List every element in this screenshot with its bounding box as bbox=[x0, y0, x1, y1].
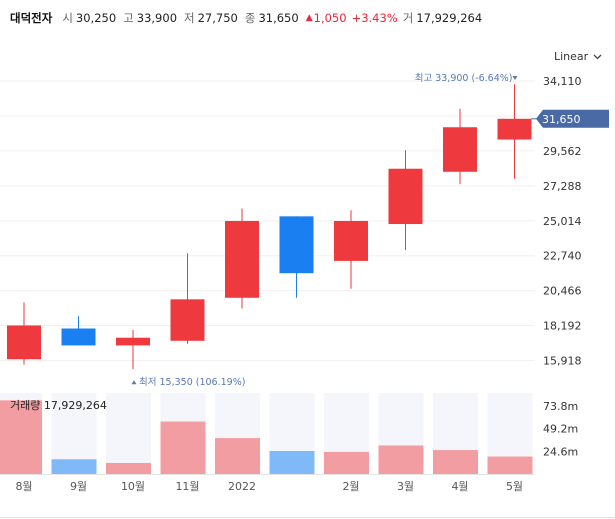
candle bbox=[388, 150, 423, 251]
up-triangle-icon bbox=[131, 380, 137, 385]
volume-bar bbox=[0, 400, 42, 474]
close-label: 종 bbox=[244, 11, 256, 25]
candle-body bbox=[279, 216, 314, 274]
candle bbox=[443, 108, 477, 185]
price-axis: 34,110 29,562 27,288 25,014 22,740 20,466 18,1… bbox=[543, 75, 582, 368]
price-tick-label: 15,918 bbox=[543, 355, 582, 368]
change-percent: +3.43% bbox=[351, 11, 398, 25]
candle bbox=[334, 210, 368, 289]
scale-dropdown[interactable]: Linear bbox=[554, 50, 602, 63]
candle-body bbox=[61, 328, 96, 346]
price-tick-label: 27,288 bbox=[543, 180, 582, 193]
candle bbox=[497, 84, 532, 179]
volume-tick-label: 49.2m bbox=[543, 423, 578, 436]
volume-bar bbox=[106, 462, 151, 474]
volume-title-label: 거래량 bbox=[10, 399, 44, 412]
candle-body bbox=[497, 118, 532, 140]
current-price-label: 31,650 bbox=[542, 113, 581, 126]
time-tick-label: 10월 bbox=[121, 480, 145, 493]
time-tick-label: 5월 bbox=[506, 480, 523, 493]
candle bbox=[61, 316, 96, 346]
low-label: 저 bbox=[184, 11, 195, 25]
time-tick-label: 11월 bbox=[175, 480, 199, 493]
time-tick-label: 9월 bbox=[70, 480, 87, 493]
change-value: 1,050 bbox=[313, 11, 347, 25]
time-tick-label: 8월 bbox=[15, 480, 32, 493]
stock-name: 대덕전자 bbox=[10, 11, 53, 25]
price-tick-label: 34,110 bbox=[543, 75, 582, 88]
current-price-tag bbox=[536, 109, 609, 128]
volume-axis: 73.8m 49.2m 24.6m bbox=[543, 400, 578, 458]
volume-tick-label: 73.8m bbox=[543, 400, 578, 413]
volume-bar bbox=[378, 445, 424, 474]
candle bbox=[225, 208, 259, 309]
time-axis: 8월 9월 10월 11월 2022 2월 3월 4월 5월 bbox=[0, 474, 535, 493]
price-tick-label: 25,014 bbox=[543, 215, 582, 228]
price-tick-label: 29,562 bbox=[543, 145, 582, 158]
open-value: 30,250 bbox=[75, 11, 117, 25]
candle-body bbox=[116, 337, 150, 346]
low-value: 27,750 bbox=[197, 11, 238, 25]
candle-body bbox=[388, 168, 423, 225]
volume-bar bbox=[433, 450, 478, 474]
volume-bar bbox=[324, 451, 369, 474]
high-value: 33,900 bbox=[136, 11, 178, 25]
open-label: 시 bbox=[62, 11, 73, 25]
candle bbox=[7, 302, 41, 365]
volume-bar bbox=[51, 459, 97, 474]
candle bbox=[116, 330, 150, 370]
volume-bar bbox=[160, 421, 206, 474]
candle bbox=[170, 253, 205, 344]
candles bbox=[7, 84, 532, 370]
price-tick-label: 20,466 bbox=[543, 285, 582, 298]
candle-body bbox=[170, 299, 205, 341]
volume-label: 거 bbox=[402, 11, 414, 25]
price-grid bbox=[0, 80, 535, 361]
candle bbox=[279, 216, 314, 298]
up-triangle-icon: ▲ bbox=[305, 13, 313, 23]
down-triangle-icon bbox=[512, 76, 518, 80]
volume-tick-label: 24.6m bbox=[543, 445, 578, 458]
volume-column-bg bbox=[106, 393, 151, 474]
candle-body bbox=[225, 220, 259, 298]
volume-bars bbox=[0, 400, 533, 474]
price-tick-label: 18,192 bbox=[543, 320, 582, 333]
time-tick-label: 4월 bbox=[451, 480, 468, 493]
volume-bar bbox=[215, 438, 260, 474]
candle-body bbox=[443, 127, 477, 172]
high-label: 고 bbox=[123, 11, 134, 25]
price-tick-label: 22,740 bbox=[543, 250, 582, 263]
time-tick-label: 2022 bbox=[228, 480, 256, 493]
volume-value: 17,929,264 bbox=[416, 11, 483, 25]
time-tick-label: 3월 bbox=[397, 480, 414, 493]
high-annotation: 최고 33,900 (-6.64%) bbox=[415, 73, 513, 84]
time-tick-label: 2월 bbox=[342, 480, 359, 493]
volume-title: 거래량 17,929,264 bbox=[10, 399, 107, 412]
chevron-down-icon bbox=[593, 54, 602, 59]
low-annotation: 최저 15,350 (106.19%) bbox=[139, 377, 245, 388]
candle-body bbox=[334, 220, 368, 261]
stock-header: 대덕전자 시 30,250 고 33,900 저 27,750 종 31,650… bbox=[10, 9, 489, 27]
volume-bar bbox=[487, 456, 533, 474]
annotations: 31,650 거래량 17,929,264 최고 33,900 (-6.64%) 최저… bbox=[0, 73, 615, 518]
volume-bar bbox=[269, 450, 315, 474]
scale-dropdown-label: Linear bbox=[554, 50, 589, 63]
close-value: 31,650 bbox=[258, 11, 299, 25]
candle-body bbox=[7, 325, 41, 360]
volume-title-value: 17,929,264 bbox=[44, 399, 107, 412]
